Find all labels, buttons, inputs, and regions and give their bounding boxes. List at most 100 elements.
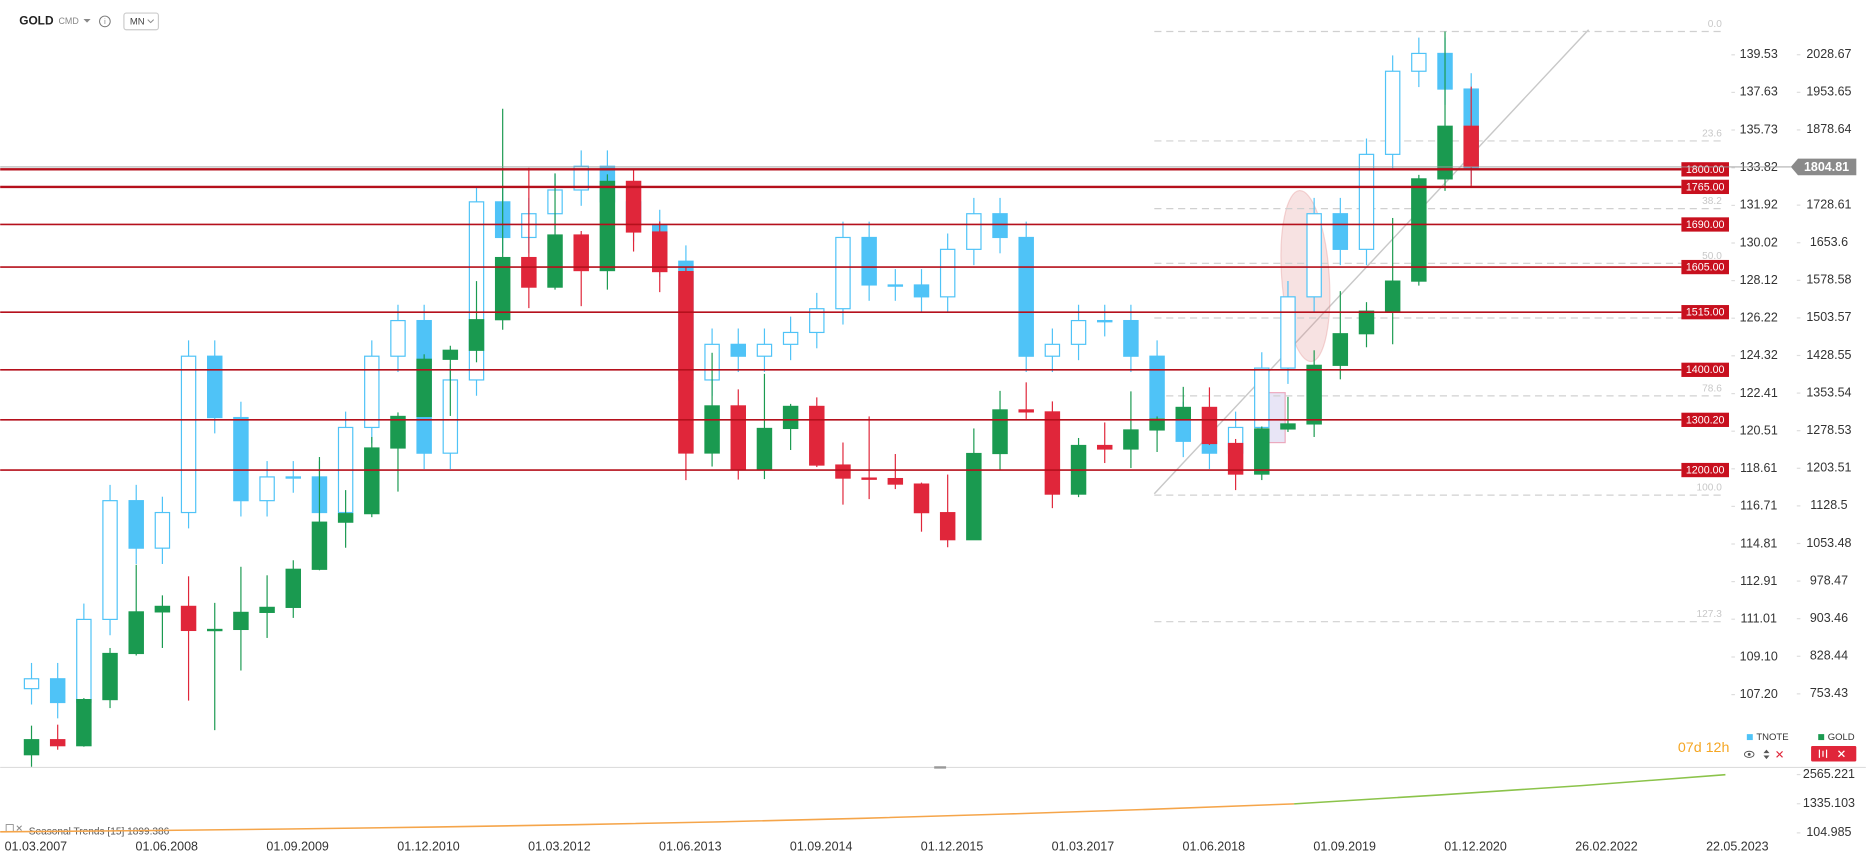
candle-body (259, 476, 275, 502)
candle-body (154, 511, 171, 549)
x-tick-label: 01.03.2007 (5, 839, 68, 853)
y2-tick-label: 116.71 (1740, 499, 1777, 513)
candle-body (285, 568, 302, 608)
level-label: 1690.00 (1686, 219, 1725, 231)
candle-body (1463, 125, 1479, 168)
candle-body (207, 628, 223, 632)
candle-body (1306, 213, 1322, 298)
candle-body (704, 405, 720, 454)
gold-remove[interactable] (1837, 750, 1845, 758)
x-tick-label: 01.09.2009 (266, 839, 329, 853)
y-tick-label: 2565.221 (1803, 767, 1855, 781)
candle-body (992, 409, 1008, 455)
level-badge (1681, 305, 1729, 320)
candle-body (102, 500, 118, 620)
candle-body (259, 606, 275, 613)
candle-body (1018, 236, 1034, 357)
candle-body (913, 483, 930, 514)
interval-box[interactable] (123, 12, 160, 31)
candle-body (76, 698, 92, 747)
candle-body (966, 213, 982, 250)
y2-tick-label: 114.81 (1740, 536, 1777, 550)
candle-body (1411, 178, 1427, 282)
y2-tick-label: 112.91 (1740, 574, 1777, 588)
candle-body (782, 331, 799, 345)
candle-icon (1818, 749, 1828, 758)
level-label: 1400.00 (1686, 364, 1725, 376)
y-tick-label: 753.43 (1810, 686, 1848, 700)
x-tick-label: 01.12.2020 (1444, 839, 1507, 853)
candle-body (835, 464, 851, 479)
candle-body (573, 234, 589, 272)
y-tick-label: 1503.57 (1806, 310, 1851, 324)
y2-tick-label: 131.92 (1740, 198, 1778, 212)
candle-body (966, 452, 982, 541)
candle-body (521, 256, 537, 288)
candle-body (180, 605, 197, 632)
symbol[interactable]: GOLD (19, 14, 54, 28)
candle-body (494, 256, 511, 321)
x-tick-label: 01.12.2010 (397, 839, 460, 853)
interval-arrow (147, 19, 155, 24)
candle-body (1332, 213, 1349, 250)
candle-body (625, 180, 642, 233)
candle-body (76, 618, 92, 704)
x-tick-label: 01.12.2015 (921, 839, 984, 853)
candle-body (1201, 406, 1218, 445)
candle-body (128, 500, 144, 549)
level-label: 1765.00 (1686, 181, 1725, 193)
y-tick-label: 2028.67 (1806, 47, 1851, 61)
info-glyph: i (104, 18, 106, 26)
candle-body (1149, 355, 1165, 419)
eye-pupil (1747, 752, 1751, 756)
candle-body (49, 678, 66, 704)
dropdown-arrow[interactable] (83, 19, 91, 23)
y2-tick-label: 130.02 (1740, 235, 1778, 249)
y2-tick-label: 122.41 (1740, 386, 1778, 400)
remove-icon[interactable] (1776, 750, 1783, 758)
candle-body (337, 513, 354, 523)
candle-body (756, 427, 773, 470)
candle-body (180, 355, 197, 514)
fib-label: 23.6 (1702, 128, 1722, 139)
y-tick-label: 1128.5 (1810, 498, 1847, 512)
exchange[interactable]: CMD (58, 16, 78, 26)
candle-body (1070, 319, 1087, 345)
y-tick-label: 1653.6 (1810, 235, 1848, 249)
info-icon[interactable] (99, 15, 111, 28)
candle-body (835, 236, 851, 310)
candle-body (887, 477, 904, 485)
x-tick-label: 26.02.2022 (1575, 839, 1638, 853)
fib-label: 38.2 (1702, 196, 1722, 207)
y2-tick-label: 137.63 (1740, 85, 1778, 99)
y2-tick-label: 128.12 (1740, 273, 1778, 287)
candle-body (652, 231, 668, 273)
candle-body (1175, 416, 1191, 442)
candle-body (1306, 364, 1322, 425)
legend-label: GOLD (1828, 732, 1855, 743)
candle-body (128, 611, 144, 655)
y2-tick-label: 135.73 (1740, 122, 1778, 136)
panel-handle[interactable] (934, 766, 947, 769)
y-tick-label: 1335.103 (1803, 796, 1855, 810)
indicator-close[interactable] (16, 825, 22, 831)
x-tick-label: 01.06.2013 (659, 839, 722, 853)
candle-body (809, 308, 825, 334)
level-badge (1681, 412, 1729, 427)
fib-label: 78.6 (1702, 383, 1722, 394)
gold-controls[interactable] (1811, 746, 1857, 762)
legend-swatch (1746, 734, 1753, 741)
move-icon[interactable] (1763, 749, 1770, 760)
y-tick-label: 903.46 (1810, 611, 1848, 625)
candle-body (913, 284, 930, 298)
candle-body (1123, 319, 1139, 357)
x-tick-label: 22.05.2023 (1706, 839, 1769, 853)
candle-body (939, 512, 956, 541)
interval[interactable]: MN (130, 17, 145, 28)
y-tick-label: 1878.64 (1806, 122, 1851, 136)
candle-body (233, 611, 249, 631)
y2-tick-label: 118.61 (1740, 461, 1777, 475)
eye-icon[interactable] (1743, 750, 1755, 758)
